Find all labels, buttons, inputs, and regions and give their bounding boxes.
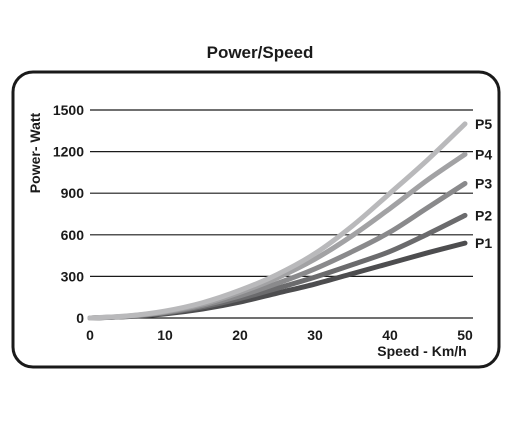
y-tick-label: 600: [61, 227, 85, 243]
chart-title: Power/Speed: [207, 43, 314, 62]
series-label-p5: P5: [475, 116, 492, 132]
y-tick-label: 0: [76, 310, 84, 326]
y-axis-label: Power- Watt: [27, 112, 43, 193]
series-label-p3: P3: [475, 175, 492, 191]
chart-frame: [11, 70, 501, 369]
series-line-p1: [87, 240, 468, 321]
x-tick-label: 30: [307, 327, 323, 343]
y-axis-ticks: 0 300 600 900 1200 1500: [53, 102, 84, 326]
y-tick-label: 900: [61, 185, 85, 201]
series-labels: P1 P2 P3 P4 P5: [475, 116, 492, 251]
series-lines: [87, 121, 468, 321]
gridlines: [90, 109, 473, 319]
y-tick-label: 1200: [53, 144, 84, 160]
x-tick-label: 10: [157, 327, 173, 343]
y-tick-label: 300: [61, 268, 85, 284]
x-axis-label: Speed - Km/h: [377, 343, 466, 359]
series-line-p5: [87, 121, 468, 321]
x-tick-label: 50: [457, 327, 473, 343]
x-axis-ticks: 0 10 20 30 40 50: [86, 327, 473, 343]
x-tick-label: 20: [232, 327, 248, 343]
y-tick-label: 1500: [53, 102, 84, 118]
x-tick-label: 0: [86, 327, 94, 343]
series-label-p2: P2: [475, 207, 492, 223]
series-line-p3: [87, 180, 468, 321]
series-line-p2: [87, 212, 468, 321]
series-label-p1: P1: [475, 235, 492, 251]
series-label-p4: P4: [475, 146, 492, 162]
x-tick-label: 40: [382, 327, 398, 343]
